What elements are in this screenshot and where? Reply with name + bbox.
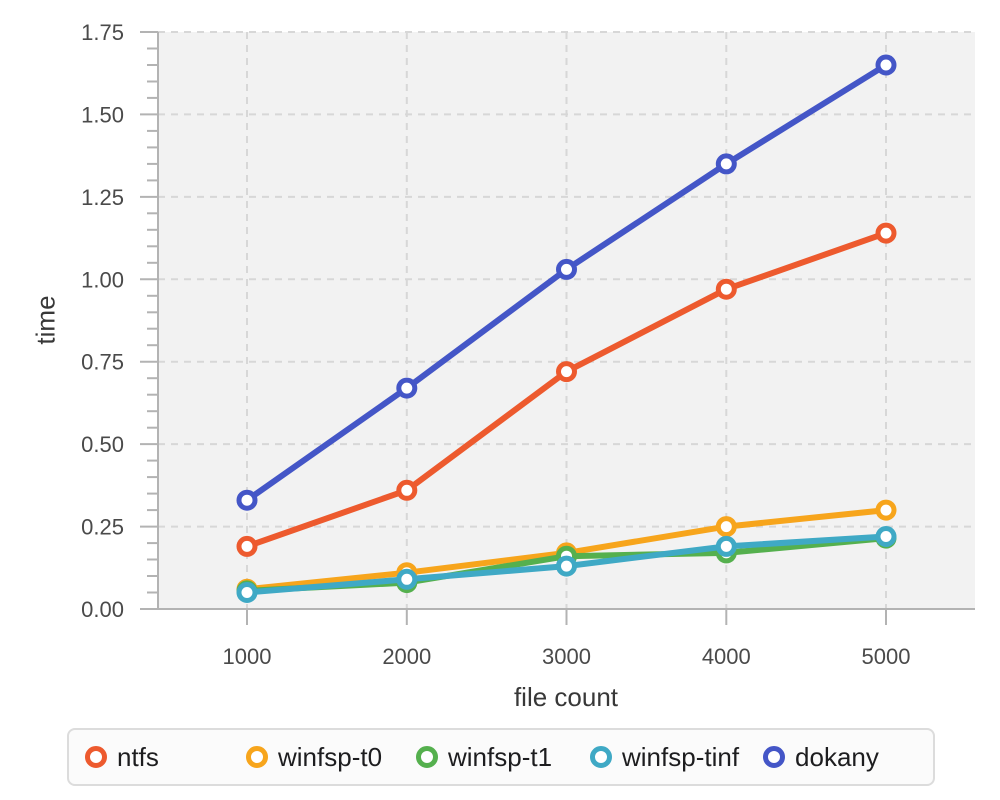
legend-marker-winfsp-tinf — [590, 746, 612, 768]
legend-item-winfsp-t0: winfsp-t0 — [246, 742, 392, 773]
data-point-dokany — [715, 153, 737, 175]
data-point-ntfs — [556, 361, 577, 383]
data-point-dokany — [236, 489, 258, 511]
data-point-winfsp-tinf — [556, 555, 577, 577]
legend-label: winfsp-t0 — [278, 741, 383, 772]
legend-marker-dokany — [763, 746, 786, 768]
data-point-ntfs — [236, 535, 258, 557]
data-point-winfsp-tinf — [236, 582, 258, 603]
legend-item-ntfs: ntfs — [85, 742, 222, 773]
y-tick-label: 1.00 — [81, 267, 124, 292]
legend-item-winfsp-tinf: winfsp-tinf — [590, 742, 739, 773]
legend-label: ntfs — [117, 741, 159, 772]
data-point-winfsp-t0 — [875, 499, 897, 521]
data-point-winfsp-tinf — [715, 535, 737, 557]
y-tick-label: 0.00 — [81, 597, 124, 622]
legend-label: winfsp-tinf — [622, 741, 740, 772]
legend-marker-winfsp-t0 — [246, 746, 268, 768]
data-point-dokany — [875, 54, 897, 76]
x-axis-title: file count — [513, 682, 619, 712]
data-point-ntfs — [715, 278, 737, 300]
legend-item-winfsp-t1: winfsp-t1 — [416, 742, 566, 773]
y-tick-label: 0.50 — [81, 432, 124, 457]
legend-label: dokany — [795, 741, 879, 772]
y-tick-label: 1.75 — [81, 20, 124, 45]
y-tick-label: 1.25 — [81, 185, 124, 210]
x-tick-label: 1000 — [223, 644, 272, 669]
y-tick-label: 0.25 — [81, 515, 124, 540]
x-tick-label: 4000 — [702, 644, 751, 669]
y-axis-title: time — [30, 295, 61, 345]
legend-marker-ntfs — [85, 746, 107, 768]
x-tick-label: 3000 — [542, 644, 591, 669]
data-point-winfsp-t0 — [715, 516, 737, 538]
x-tick-label: 5000 — [862, 644, 911, 669]
data-point-winfsp-tinf — [396, 568, 418, 590]
x-tick-label: 2000 — [382, 644, 431, 669]
data-point-ntfs — [875, 222, 897, 244]
legend-item-dokany: dokany — [763, 742, 879, 773]
data-point-dokany — [556, 258, 577, 280]
chart-canvas: 0.00 0.25 0.50 0.75 1.00 1.25 1.50 1.75 1000 2000… — [81, 20, 975, 669]
legend-label: winfsp-t1 — [448, 741, 553, 772]
y-tick-label: 0.75 — [81, 350, 124, 375]
data-point-winfsp-tinf — [875, 526, 897, 547]
legend: ntfs winfsp-t0 winfsp-t1 winfsp-tinf dokany — [67, 728, 935, 786]
data-point-dokany — [396, 377, 418, 399]
y-tick-label: 1.50 — [81, 102, 124, 127]
legend-marker-winfsp-t1 — [416, 746, 438, 768]
data-point-ntfs — [396, 479, 418, 501]
